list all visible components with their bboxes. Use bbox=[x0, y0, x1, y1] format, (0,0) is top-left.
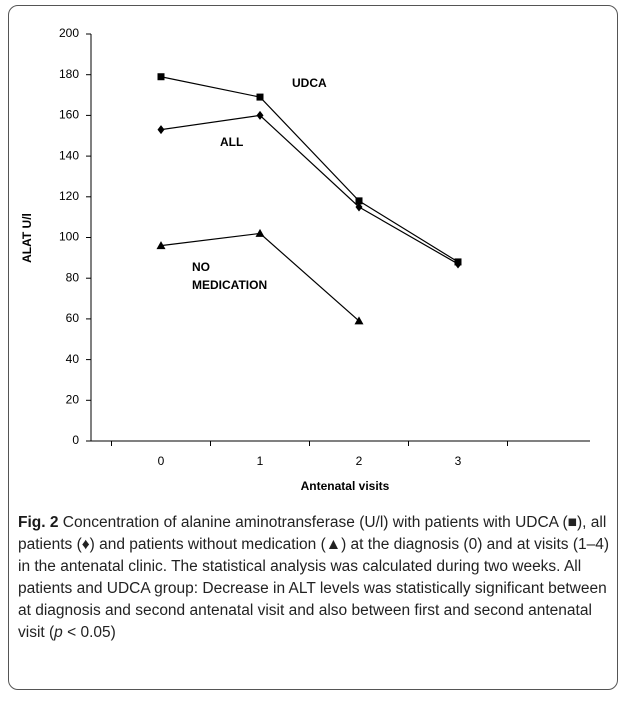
x-axis-label: Antenatal visits bbox=[301, 479, 390, 493]
y-tick-label: 20 bbox=[66, 392, 80, 406]
marker bbox=[157, 73, 165, 81]
x-tick-label: 3 bbox=[455, 454, 462, 468]
y-tick-label: 120 bbox=[59, 189, 79, 203]
marker bbox=[354, 316, 364, 325]
marker bbox=[156, 241, 166, 250]
series-annotation: NO MEDICATION bbox=[192, 260, 268, 292]
series-annotation: ALL bbox=[220, 135, 244, 149]
chart: ALAT U/l Antenatal visits 02040608010012… bbox=[20, 26, 590, 493]
y-tick-label: 40 bbox=[66, 352, 80, 366]
y-tick-label: 0 bbox=[72, 433, 79, 447]
caption-text: < 0.05) bbox=[62, 624, 116, 641]
marker bbox=[256, 93, 264, 101]
marker bbox=[355, 197, 363, 205]
x-tick-label: 2 bbox=[356, 454, 363, 468]
caption-italic: p bbox=[54, 624, 63, 641]
marker bbox=[255, 228, 265, 237]
frame bbox=[8, 5, 618, 690]
y-tick-label: 200 bbox=[59, 26, 79, 40]
caption-text: Concentration of alanine aminotransferas… bbox=[18, 514, 610, 641]
series-line bbox=[160, 76, 459, 263]
marker bbox=[256, 110, 264, 120]
x-tick-label: 1 bbox=[257, 454, 264, 468]
y-tick-label: 160 bbox=[59, 108, 79, 122]
y-tick-label: 180 bbox=[59, 67, 79, 81]
caption: Fig. 2 Concentration of alanine aminotra… bbox=[18, 512, 614, 644]
y-tick-label: 80 bbox=[66, 270, 80, 284]
marker bbox=[355, 202, 363, 212]
y-axis-label: ALAT U/l bbox=[20, 213, 34, 263]
x-tick-label: 0 bbox=[158, 454, 165, 468]
y-tick-label: 140 bbox=[59, 148, 79, 162]
series-annotation: UDCA bbox=[292, 76, 327, 90]
y-tick-label: 100 bbox=[59, 230, 79, 244]
series-line bbox=[160, 114, 459, 265]
y-tick-label: 60 bbox=[66, 311, 80, 325]
marker bbox=[454, 259, 462, 269]
marker bbox=[157, 125, 165, 135]
caption-label: Fig. 2 bbox=[18, 514, 59, 531]
